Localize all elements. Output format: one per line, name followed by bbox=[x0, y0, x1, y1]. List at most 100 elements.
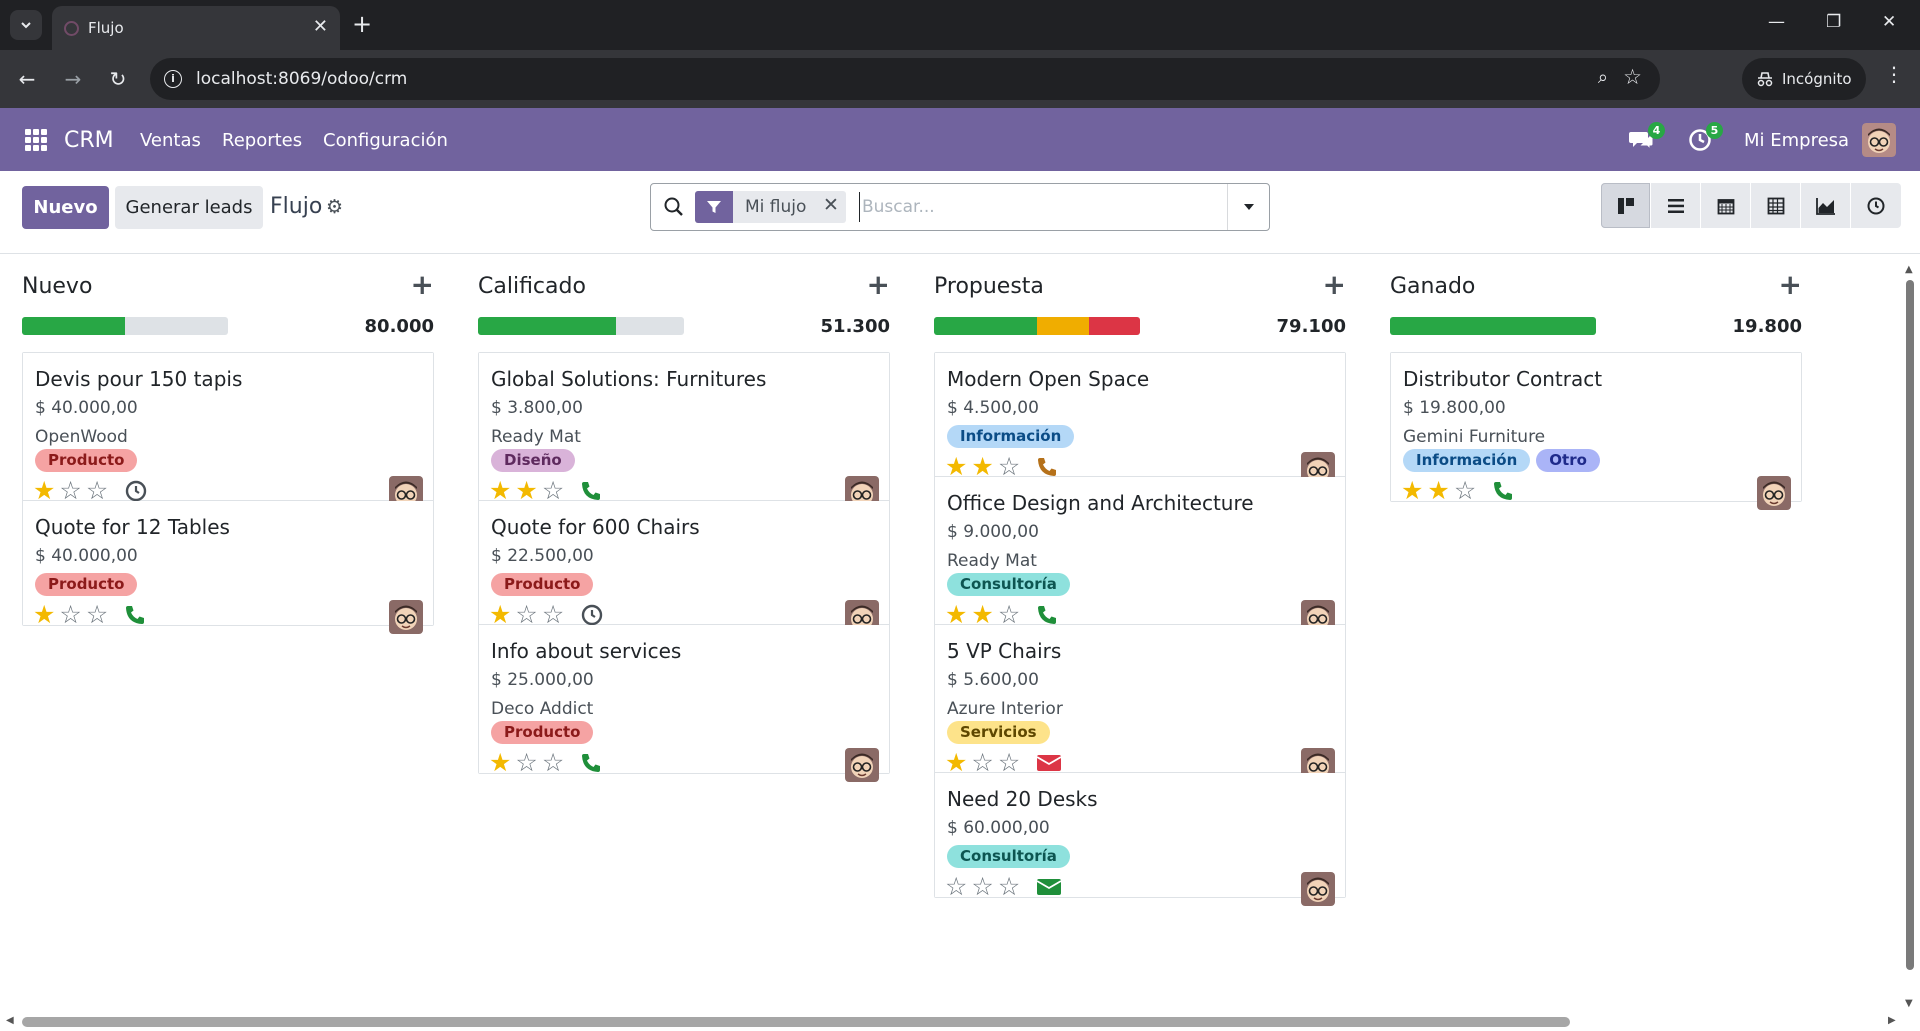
menu-reportes[interactable]: Reportes bbox=[222, 130, 303, 151]
company-switcher[interactable]: Mi Empresa bbox=[1744, 130, 1850, 151]
kanban-view-button[interactable] bbox=[1601, 183, 1651, 228]
calendar-view-button[interactable] bbox=[1701, 183, 1751, 228]
phone-icon[interactable] bbox=[580, 480, 602, 502]
star-empty-icon[interactable]: ☆ bbox=[1453, 476, 1477, 505]
star-empty-icon[interactable]: ☆ bbox=[59, 600, 82, 629]
star-filled-icon[interactable]: ★ bbox=[945, 452, 968, 481]
user-avatar[interactable] bbox=[1862, 123, 1896, 157]
lead-card[interactable]: Need 20 Desks $ 60.000,00 Consultoría ☆ ☆ ☆ bbox=[935, 773, 1345, 906]
gear-icon[interactable]: ⚙ bbox=[326, 196, 344, 218]
lead-card[interactable]: Devis pour 150 tapis $ 40.000,00 OpenWood P… bbox=[23, 353, 433, 510]
incognito-indicator[interactable]: Incógnito bbox=[1742, 58, 1866, 100]
salesperson-avatar[interactable] bbox=[1757, 476, 1791, 510]
close-window-icon[interactable]: ✕ bbox=[1882, 12, 1897, 32]
salesperson-avatar[interactable] bbox=[1301, 872, 1335, 906]
app-name[interactable]: CRM bbox=[64, 128, 114, 153]
list-view-button[interactable] bbox=[1651, 183, 1701, 228]
restore-icon[interactable]: ❐ bbox=[1826, 12, 1842, 32]
quick-create-plus-icon[interactable]: + bbox=[866, 268, 890, 301]
graph-view-button[interactable] bbox=[1801, 183, 1851, 228]
phone-icon[interactable] bbox=[580, 752, 602, 774]
star-empty-icon[interactable]: ☆ bbox=[997, 748, 1021, 777]
star-empty-icon[interactable]: ☆ bbox=[59, 476, 82, 505]
star-empty-icon[interactable]: ☆ bbox=[997, 872, 1021, 901]
star-empty-icon[interactable]: ☆ bbox=[997, 452, 1021, 481]
search-input[interactable] bbox=[859, 192, 1219, 222]
progress-segment[interactable] bbox=[1390, 317, 1596, 335]
star-filled-icon[interactable]: ★ bbox=[33, 476, 56, 505]
progress-segment[interactable] bbox=[934, 317, 1037, 335]
address-bar[interactable]: i localhost:8069/odoo/crm ⌕ ☆ bbox=[150, 58, 1660, 100]
column-progress-bar[interactable] bbox=[1390, 317, 1596, 335]
star-empty-icon[interactable]: ☆ bbox=[997, 600, 1021, 629]
column-progress-bar[interactable] bbox=[22, 317, 228, 335]
star-filled-icon[interactable]: ★ bbox=[971, 452, 994, 481]
forward-button[interactable]: → bbox=[64, 67, 82, 91]
tab-search-button[interactable] bbox=[10, 10, 42, 40]
lead-card[interactable]: Global Solutions: Furnitures $ 3.800,00 Re… bbox=[479, 353, 889, 510]
email-red-icon[interactable] bbox=[1036, 753, 1062, 773]
lead-card[interactable]: 5 VP Chairs $ 5.600,00 Azure Interior Servi… bbox=[935, 625, 1345, 782]
new-tab-button[interactable]: + bbox=[352, 10, 373, 38]
email-icon[interactable] bbox=[1036, 877, 1062, 897]
search-icon[interactable] bbox=[663, 196, 685, 218]
zoom-icon[interactable]: ⌕ bbox=[1597, 67, 1608, 88]
reload-button[interactable]: ↻ bbox=[109, 67, 127, 91]
star-empty-icon[interactable]: ☆ bbox=[515, 748, 538, 777]
bookmark-star-icon[interactable]: ☆ bbox=[1623, 65, 1642, 89]
vertical-scrollbar[interactable]: ▲ ▼ bbox=[1905, 264, 1914, 1009]
site-info-icon[interactable]: i bbox=[164, 70, 182, 88]
lead-card[interactable]: Office Design and Architecture $ 9.000,00… bbox=[935, 477, 1345, 634]
star-empty-icon[interactable]: ☆ bbox=[85, 476, 109, 505]
star-filled-icon[interactable]: ★ bbox=[971, 600, 994, 629]
search-options-toggle[interactable] bbox=[1227, 184, 1269, 230]
activity-view-button[interactable] bbox=[1851, 183, 1901, 228]
phone-icon[interactable] bbox=[1036, 604, 1058, 626]
lead-card[interactable]: Quote for 600 Chairs $ 22.500,00 Producto ★… bbox=[479, 501, 889, 634]
salesperson-avatar[interactable] bbox=[389, 600, 423, 634]
star-filled-icon[interactable]: ★ bbox=[489, 476, 512, 505]
remove-facet-icon[interactable]: ✕ bbox=[823, 194, 839, 216]
column-title[interactable]: Nuevo bbox=[22, 274, 93, 299]
star-filled-icon[interactable]: ★ bbox=[489, 600, 512, 629]
quick-create-plus-icon[interactable]: + bbox=[410, 268, 434, 301]
column-progress-bar[interactable] bbox=[934, 317, 1140, 335]
star-empty-icon[interactable]: ☆ bbox=[971, 872, 994, 901]
new-button[interactable]: Nuevo bbox=[22, 186, 109, 229]
progress-segment[interactable] bbox=[22, 317, 125, 335]
menu-ventas[interactable]: Ventas bbox=[140, 130, 201, 151]
progress-segment[interactable] bbox=[1088, 317, 1140, 335]
column-title[interactable]: Calificado bbox=[478, 274, 586, 299]
progress-segment[interactable] bbox=[1037, 317, 1089, 335]
phone-warn-icon[interactable] bbox=[1036, 456, 1058, 478]
generate-leads-button[interactable]: Generar leads bbox=[115, 186, 263, 229]
back-button[interactable]: ← bbox=[18, 67, 36, 91]
lead-card[interactable]: Info about services $ 25.000,00 Deco Addic… bbox=[479, 625, 889, 782]
close-tab-icon[interactable]: ✕ bbox=[312, 16, 328, 37]
column-title[interactable]: Ganado bbox=[1390, 274, 1476, 299]
star-empty-icon[interactable]: ☆ bbox=[971, 748, 994, 777]
star-empty-icon[interactable]: ☆ bbox=[541, 748, 565, 777]
star-empty-icon[interactable]: ☆ bbox=[945, 872, 968, 901]
star-filled-icon[interactable]: ★ bbox=[515, 476, 538, 505]
star-empty-icon[interactable]: ☆ bbox=[541, 476, 565, 505]
progress-segment[interactable] bbox=[478, 317, 617, 335]
star-filled-icon[interactable]: ★ bbox=[1401, 476, 1424, 505]
lead-card[interactable]: Distributor Contract $ 19.800,00 Gemini Fu… bbox=[1391, 353, 1801, 510]
lead-card[interactable]: Quote for 12 Tables $ 40.000,00 Producto ★ ☆… bbox=[23, 501, 433, 634]
messages-icon[interactable] bbox=[1628, 128, 1654, 158]
star-empty-icon[interactable]: ☆ bbox=[515, 600, 538, 629]
horizontal-scrollbar[interactable]: ◀ ▶ bbox=[0, 1011, 1900, 1031]
menu-configuracion[interactable]: Configuración bbox=[323, 130, 448, 151]
lead-card[interactable]: Modern Open Space $ 4.500,00 Información ★ ★… bbox=[935, 353, 1345, 486]
browser-menu-icon[interactable]: ⋮ bbox=[1884, 62, 1904, 86]
salesperson-avatar[interactable] bbox=[845, 748, 879, 782]
star-empty-icon[interactable]: ☆ bbox=[541, 600, 565, 629]
phone-icon[interactable] bbox=[124, 604, 146, 626]
clock-icon[interactable] bbox=[124, 479, 148, 503]
star-empty-icon[interactable]: ☆ bbox=[85, 600, 109, 629]
star-filled-icon[interactable]: ★ bbox=[945, 600, 968, 629]
url-text[interactable]: localhost:8069/odoo/crm bbox=[196, 69, 408, 89]
column-progress-bar[interactable] bbox=[478, 317, 684, 335]
star-filled-icon[interactable]: ★ bbox=[1427, 476, 1450, 505]
